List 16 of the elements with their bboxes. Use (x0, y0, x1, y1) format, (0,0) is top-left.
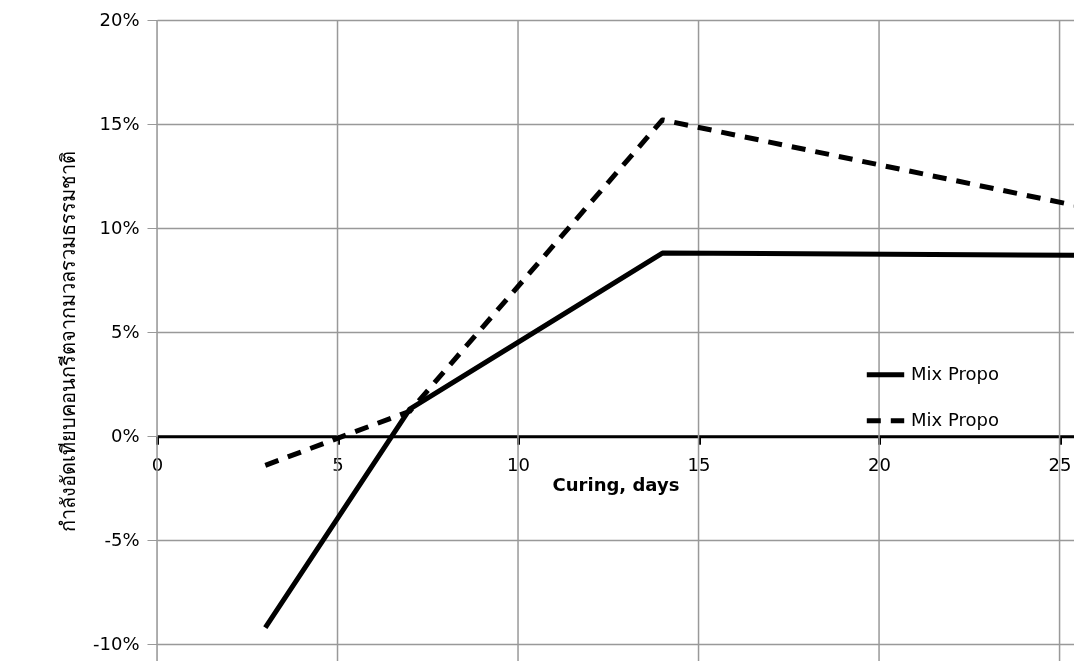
x-tick-label: 0 (151, 453, 164, 475)
x-tick-label: 10 (507, 453, 530, 475)
legend-label: Mix Propo (911, 362, 999, 384)
y-tick-label: -5% (104, 528, 140, 550)
x-tick-label: 20 (868, 453, 891, 475)
y-tick-label: 5% (110, 320, 140, 342)
y-tick-label: -10% (92, 632, 140, 654)
x-tick-label: 15 (687, 453, 711, 475)
legend-label: Mix Propo (911, 408, 999, 430)
x-axis-title: Curing, days (552, 473, 680, 495)
y-tick-label: 15% (99, 112, 140, 134)
y-axis-title: กำลังอัดเทียบคอนกรีตจากมวลรวมธรรมชาติ (56, 150, 80, 532)
y-tick-label: 10% (99, 216, 140, 238)
y-tick-label: 20% (99, 8, 140, 30)
x-tick-label: 25 (1048, 453, 1072, 475)
y-tick-label: 0% (110, 424, 140, 446)
